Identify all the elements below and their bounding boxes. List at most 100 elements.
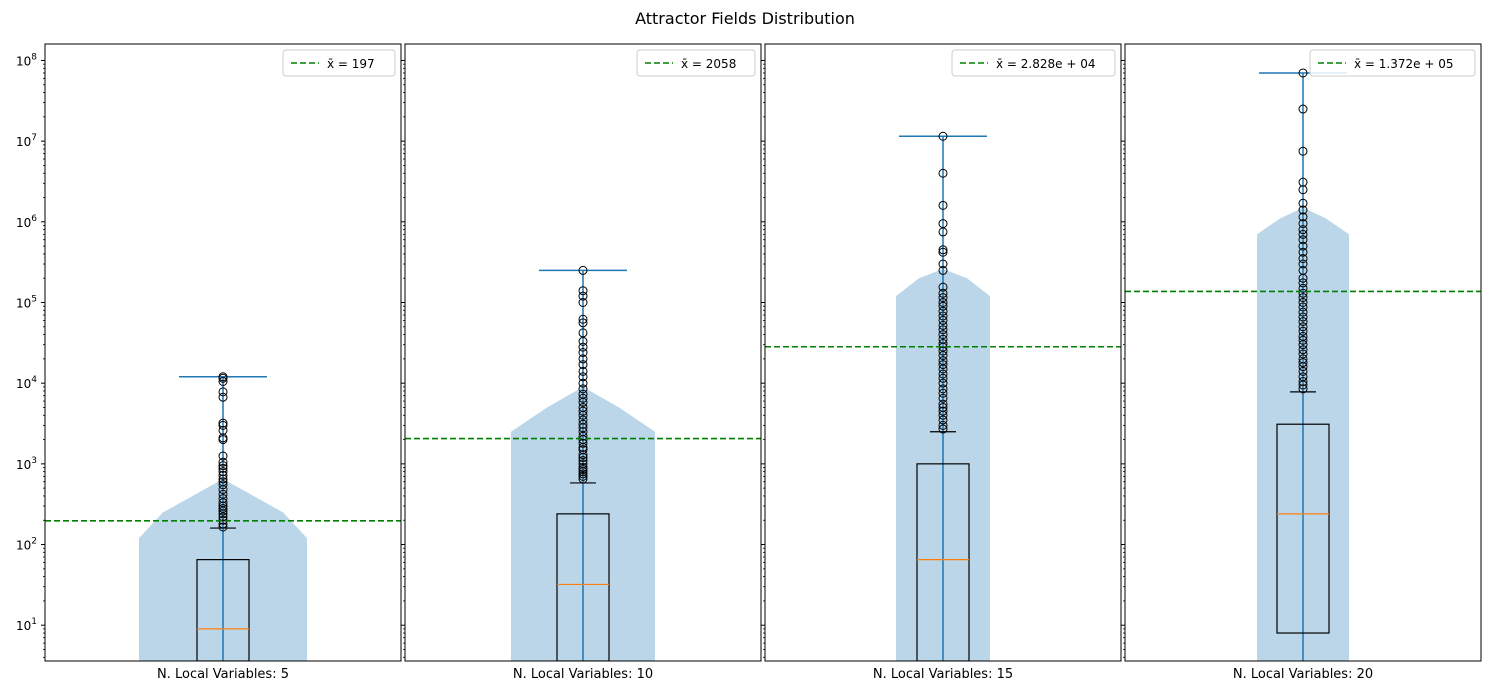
flier-point: [1298, 326, 1308, 336]
legend-box: [282, 49, 396, 77]
flier-point: [938, 393, 948, 403]
y-tick-label: 101: [16, 617, 37, 633]
flier-point: [578, 456, 588, 466]
flier-point: [938, 282, 948, 292]
flier-point: [938, 247, 948, 257]
panel-frame: [764, 43, 1122, 662]
flier-point: [578, 342, 588, 352]
y-tick-label: 104: [16, 375, 37, 391]
legend-box: [951, 49, 1116, 77]
flier-point: [938, 245, 948, 255]
flier-point: [938, 320, 948, 330]
x-axis-label: N. Local Variables: 5: [157, 667, 289, 682]
flier-point: [578, 318, 588, 328]
flier-point: [1298, 354, 1308, 364]
flier-point: [938, 406, 948, 416]
legend-label: x̄ = 197: [327, 57, 375, 71]
flier-point: [1298, 345, 1308, 355]
flier-point: [1298, 254, 1308, 264]
flier-point: [578, 389, 588, 399]
flier-point: [1298, 372, 1308, 382]
flier-point: [578, 450, 588, 460]
flier-point: [218, 522, 228, 532]
flier-point: [938, 334, 948, 344]
flier-point: [938, 259, 948, 269]
flier-point: [218, 392, 228, 402]
flier-point: [578, 384, 588, 394]
flier-point: [218, 418, 228, 428]
box-rect: [196, 559, 250, 661]
flier-point: [938, 378, 948, 388]
panel-frame: [1124, 43, 1482, 662]
flier-point: [938, 356, 948, 366]
flier-point: [938, 288, 948, 298]
flier-point: [938, 301, 948, 311]
flier-point: [578, 393, 588, 403]
flier-point: [578, 438, 588, 448]
flier-point: [938, 388, 948, 398]
flier-point: [218, 376, 228, 386]
panel-frame: [44, 43, 402, 662]
flier-point: [218, 489, 228, 499]
panel-3: N. Local Variables: 15 x̄ = 2.828e + 04: [761, 43, 1122, 682]
flier-point: [1298, 104, 1308, 114]
panel-content: [405, 265, 761, 661]
flier-point: [1298, 312, 1308, 322]
flier-point: [578, 348, 588, 357]
flier-point: [218, 420, 228, 430]
flier-point: [218, 457, 228, 467]
flier-point: [218, 387, 228, 397]
flier-point: [578, 378, 588, 388]
box-rect: [1276, 423, 1330, 634]
flier-point: [1298, 219, 1308, 229]
legend-label: x̄ = 2058: [681, 57, 736, 71]
flier-point: [1298, 349, 1308, 359]
flier-point: [1298, 366, 1308, 376]
flier-point: [1298, 265, 1308, 275]
flier-point: [1298, 322, 1308, 332]
flier-point: [938, 339, 948, 349]
flier-point: [938, 330, 948, 340]
flier-point: [578, 354, 588, 364]
flier-point: [1298, 331, 1308, 341]
flier-point: [1298, 241, 1308, 251]
flier-point: [1298, 358, 1308, 368]
y-tick-label: 106: [16, 214, 37, 230]
flier-point: [938, 311, 948, 321]
flier-point: [938, 373, 948, 383]
flier-point: [578, 372, 588, 382]
flier-point: [938, 325, 948, 335]
flier-point: [1298, 177, 1308, 187]
flier-point: [1298, 259, 1308, 269]
flier-point: [578, 471, 588, 481]
flier-point: [1298, 335, 1308, 345]
flier-point: [578, 314, 588, 324]
flier-point: [218, 494, 228, 504]
flier-point: [1298, 212, 1308, 222]
panel-content: [45, 372, 401, 661]
flier-point: [938, 369, 948, 379]
flier-point: [1298, 384, 1308, 394]
flier-point: [218, 470, 228, 480]
flier-point: [578, 360, 588, 370]
flier-point: [1298, 297, 1308, 307]
flier-point: [1298, 68, 1308, 78]
flier-point: [578, 445, 588, 455]
flier-point: [938, 297, 948, 307]
panel-content: [765, 131, 1121, 661]
panel-frame: [404, 43, 762, 662]
panel-1: N. Local Variables: 5 x̄ = 197: [41, 43, 402, 682]
flier-point: [218, 503, 228, 513]
y-tick-label: 105: [16, 294, 37, 310]
flier-point: [938, 315, 948, 325]
flier-point: [578, 419, 588, 429]
flier-point: [578, 366, 588, 376]
flier-point: [1298, 198, 1308, 208]
legend-label: x̄ = 1.372e + 05: [1354, 57, 1453, 71]
legend-box: [636, 49, 756, 77]
panel-4: N. Local Variables: 20 x̄ = 1.372e + 05: [1121, 43, 1482, 682]
flier-point: [578, 469, 588, 479]
